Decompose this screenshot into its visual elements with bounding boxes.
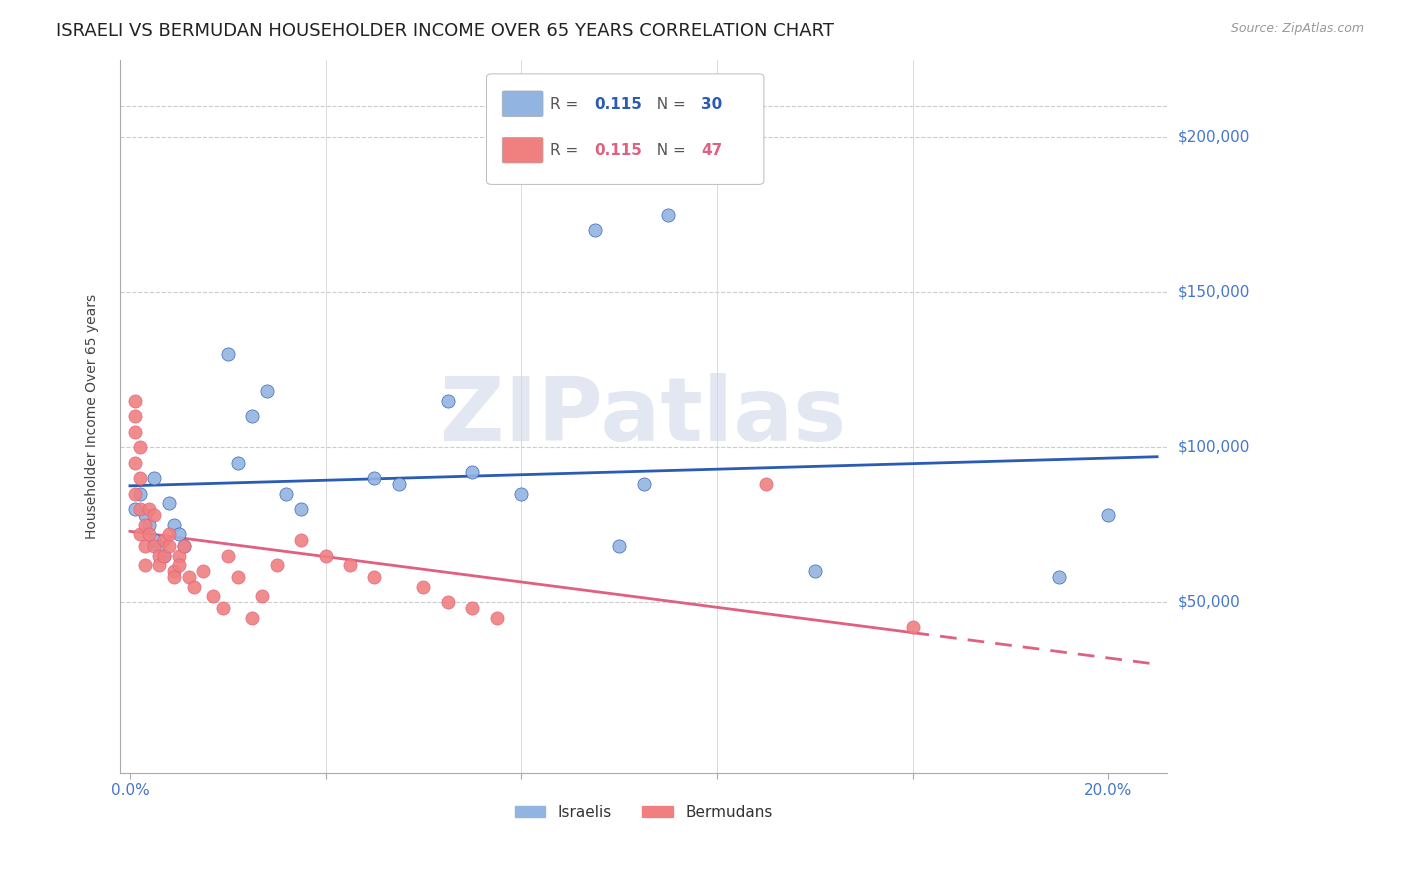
Text: N =: N = [647, 97, 690, 112]
Point [167, 549, 190, 563]
Y-axis label: Householder Income Over 65 years: Householder Income Over 65 years [86, 293, 100, 539]
Point [1097, 508, 1119, 523]
Point [148, 540, 170, 554]
Point [177, 570, 200, 584]
Point [412, 580, 434, 594]
Point [148, 549, 170, 563]
Point [266, 558, 288, 572]
Text: 0.115: 0.115 [595, 144, 643, 159]
Point [124, 393, 146, 408]
Point [437, 393, 460, 408]
Point [128, 471, 150, 485]
FancyBboxPatch shape [486, 74, 763, 185]
Point [217, 549, 239, 563]
Point [128, 527, 150, 541]
Text: Source: ZipAtlas.com: Source: ZipAtlas.com [1230, 22, 1364, 36]
Point [138, 502, 160, 516]
Text: 47: 47 [702, 144, 723, 159]
Point [226, 570, 249, 584]
Point [803, 564, 825, 578]
Point [153, 549, 176, 563]
Point [124, 425, 146, 439]
Point [461, 465, 484, 479]
Point [134, 517, 156, 532]
Point [124, 502, 146, 516]
Point [290, 533, 312, 548]
FancyBboxPatch shape [502, 137, 543, 163]
Point [901, 620, 924, 634]
Point [143, 533, 166, 548]
Point [124, 409, 146, 424]
Point [134, 558, 156, 572]
Point [157, 540, 180, 554]
Text: R =: R = [550, 97, 583, 112]
Text: $50,000: $50,000 [1178, 595, 1240, 610]
Point [143, 471, 166, 485]
Point [633, 477, 655, 491]
Text: 0.115: 0.115 [595, 97, 643, 112]
Point [276, 486, 298, 500]
Point [250, 589, 273, 603]
Point [167, 527, 190, 541]
Point [128, 502, 150, 516]
Point [167, 558, 190, 572]
Point [157, 527, 180, 541]
Point [461, 601, 484, 615]
Text: 30: 30 [702, 97, 723, 112]
Point [128, 486, 150, 500]
Point [1047, 570, 1070, 584]
Point [173, 540, 195, 554]
Point [583, 223, 606, 237]
Point [124, 456, 146, 470]
Point [148, 558, 170, 572]
Point [755, 477, 778, 491]
Point [202, 589, 225, 603]
Point [134, 508, 156, 523]
Point [134, 540, 156, 554]
Point [138, 517, 160, 532]
Point [138, 527, 160, 541]
Point [212, 601, 235, 615]
Text: ISRAELI VS BERMUDAN HOUSEHOLDER INCOME OVER 65 YEARS CORRELATION CHART: ISRAELI VS BERMUDAN HOUSEHOLDER INCOME O… [56, 22, 834, 40]
Point [607, 540, 630, 554]
Point [388, 477, 411, 491]
Point [315, 549, 337, 563]
FancyBboxPatch shape [502, 91, 543, 117]
Point [437, 595, 460, 609]
Point [363, 570, 385, 584]
Point [510, 486, 533, 500]
Point [124, 486, 146, 500]
Point [339, 558, 361, 572]
Text: ZIPatlas: ZIPatlas [440, 373, 846, 459]
Text: $150,000: $150,000 [1178, 285, 1250, 300]
Point [163, 564, 186, 578]
Text: $200,000: $200,000 [1178, 129, 1250, 145]
Point [240, 409, 263, 424]
Point [153, 533, 176, 548]
Point [173, 540, 195, 554]
Point [485, 610, 508, 624]
Point [163, 517, 186, 532]
Point [657, 208, 679, 222]
Point [183, 580, 205, 594]
Point [153, 549, 176, 563]
Point [240, 610, 263, 624]
Point [217, 347, 239, 361]
Point [143, 540, 166, 554]
Text: N =: N = [647, 144, 690, 159]
Point [163, 570, 186, 584]
Text: $100,000: $100,000 [1178, 440, 1250, 455]
Point [193, 564, 215, 578]
Point [290, 502, 312, 516]
Point [157, 496, 180, 510]
Point [363, 471, 385, 485]
Legend: Israelis, Bermudans: Israelis, Bermudans [509, 798, 779, 826]
Point [128, 440, 150, 454]
Point [226, 456, 249, 470]
Point [143, 508, 166, 523]
Point [256, 384, 278, 399]
Text: R =: R = [550, 144, 583, 159]
